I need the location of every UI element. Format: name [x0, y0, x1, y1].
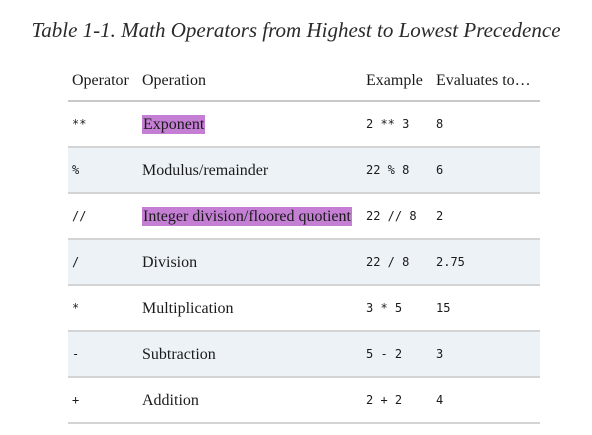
- operation-cell: Subtraction: [138, 331, 362, 378]
- operators-table: Operator Operation Example Evaluates to……: [68, 62, 540, 424]
- result-cell: 6: [432, 147, 540, 194]
- operation-cell: Addition: [138, 377, 362, 424]
- example-cell: 22 % 8: [362, 147, 432, 194]
- table-header: Operator Operation Example Evaluates to…: [68, 62, 540, 102]
- operation-cell: Division: [138, 239, 362, 286]
- operation-cell: Modulus/remainder: [138, 147, 362, 194]
- operator-cell: *: [68, 285, 138, 332]
- example-cell: 22 // 8: [362, 193, 432, 240]
- header-evaluates: Evaluates to…: [432, 62, 540, 102]
- result-cell: 8: [432, 101, 540, 148]
- example-cell: 2 + 2: [362, 377, 432, 424]
- example-cell: 5 - 2: [362, 331, 432, 378]
- result-cell: 2.75: [432, 239, 540, 286]
- operator-cell: -: [68, 331, 138, 378]
- result-cell: 2: [432, 193, 540, 240]
- highlighted-operation: Exponent: [142, 115, 206, 134]
- table-row: ** Exponent 2 ** 3 8: [68, 101, 540, 148]
- header-operation: Operation: [138, 62, 362, 102]
- operation-cell: Integer division/floored quotient: [138, 193, 362, 240]
- result-cell: 3: [432, 331, 540, 378]
- table-caption: Table 1-1. Math Operators from Highest t…: [31, 18, 561, 42]
- operator-cell: %: [68, 147, 138, 194]
- operator-cell: //: [68, 193, 138, 240]
- header-example: Example: [362, 62, 432, 102]
- table-row: % Modulus/remainder 22 % 8 6: [68, 147, 540, 194]
- result-cell: 15: [432, 285, 540, 332]
- highlighted-operation: Integer division/floored quotient: [142, 207, 352, 226]
- table-row: + Addition 2 + 2 4: [68, 377, 540, 424]
- table-row: // Integer division/floored quotient 22 …: [68, 193, 540, 240]
- table-row: / Division 22 / 8 2.75: [68, 239, 540, 286]
- example-cell: 22 / 8: [362, 239, 432, 286]
- table-row: * Multiplication 3 * 5 15: [68, 285, 540, 332]
- example-cell: 2 ** 3: [362, 101, 432, 148]
- operator-cell: **: [68, 101, 138, 148]
- example-cell: 3 * 5: [362, 285, 432, 332]
- operation-cell: Multiplication: [138, 285, 362, 332]
- header-operator: Operator: [68, 62, 138, 102]
- result-cell: 4: [432, 377, 540, 424]
- table-row: - Subtraction 5 - 2 3: [68, 331, 540, 378]
- operation-cell: Exponent: [138, 101, 362, 148]
- operator-cell: +: [68, 377, 138, 424]
- operator-cell: /: [68, 239, 138, 286]
